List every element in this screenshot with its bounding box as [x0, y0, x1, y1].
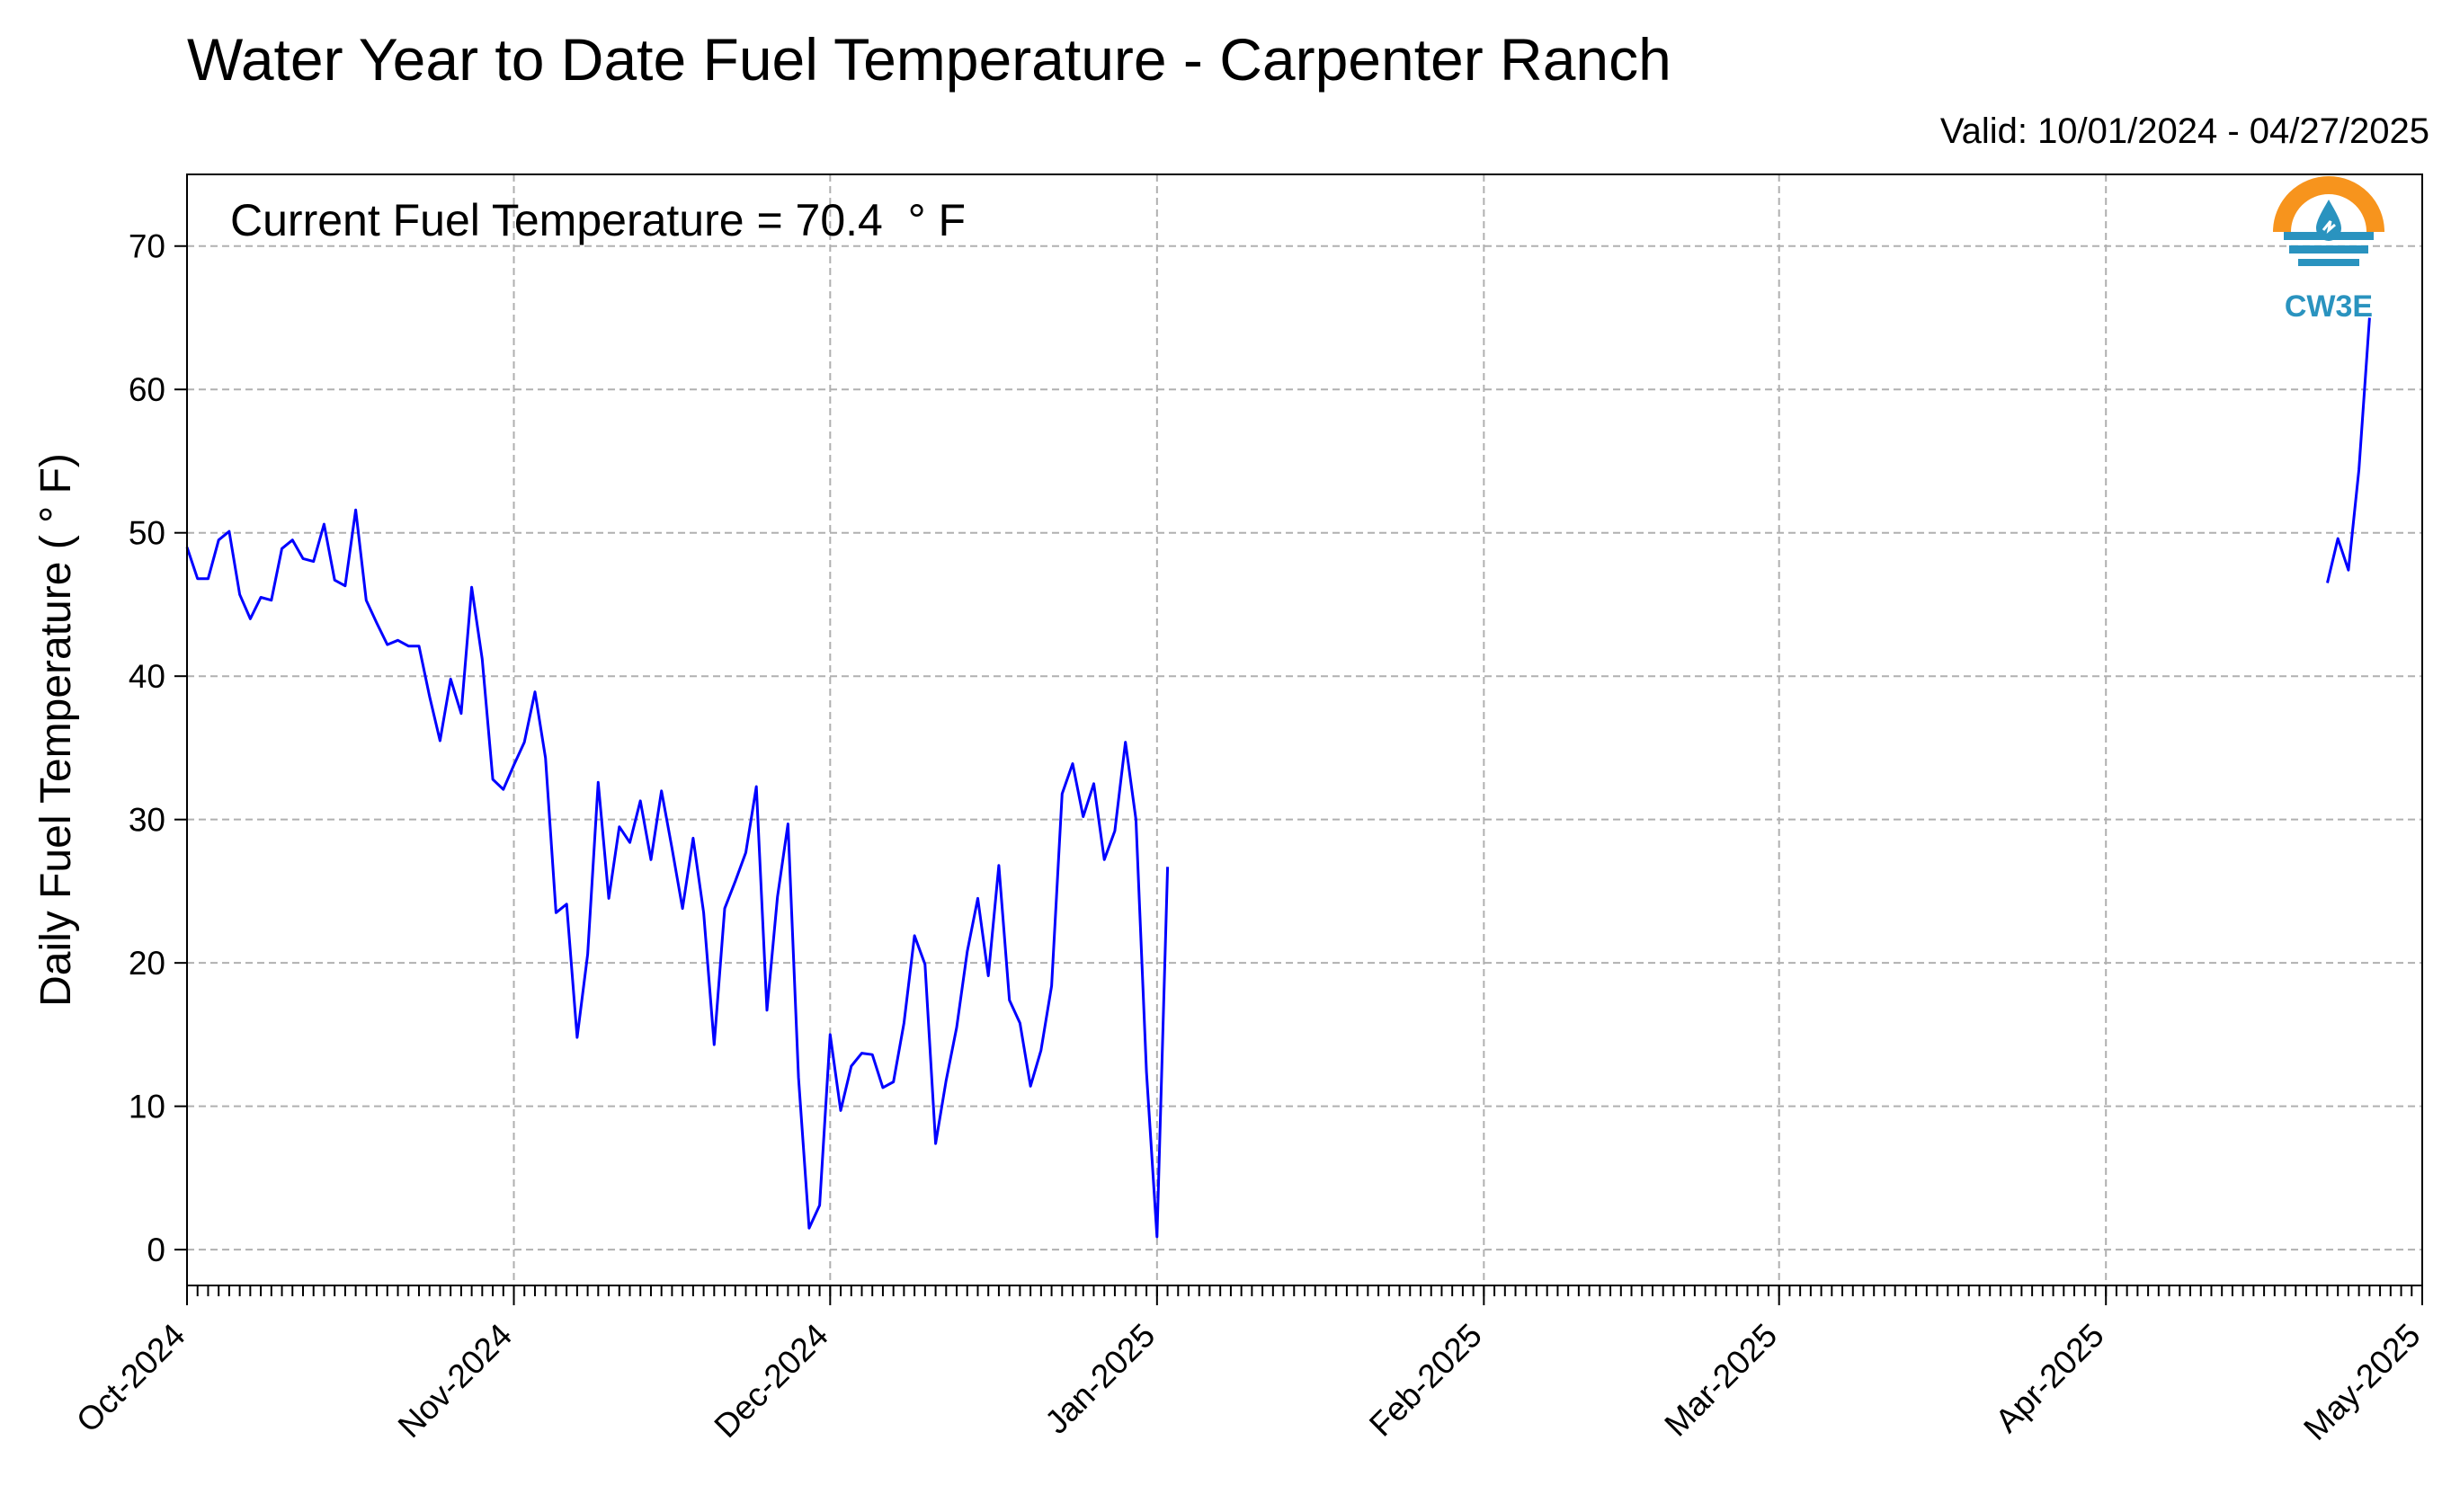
y-tick-label: 30 [129, 802, 165, 839]
y-tick-label: 60 [129, 371, 165, 408]
y-tick-label: 50 [129, 515, 165, 552]
cw3e-logo-icon [2273, 176, 2384, 266]
fuel-temperature-line [2326, 317, 2371, 583]
x-tick-label: Apr-2025 [1988, 1317, 2111, 1440]
x-tick-label: May-2025 [2296, 1317, 2427, 1447]
x-tick-label: Jan-2025 [1038, 1317, 1162, 1441]
current-temperature-annotation: Current Fuel Temperature = 70.4 ° F [230, 195, 966, 245]
x-tick-label: Oct-2024 [69, 1317, 192, 1440]
x-tick-label: Nov-2024 [391, 1317, 519, 1445]
x-tick-label: Dec-2024 [708, 1317, 835, 1445]
plot-frame [186, 173, 2423, 1286]
axes: 0 10 20 30 40 50 60 70 Oct-2024 Nov-2024 Dec-2024 J… [69, 228, 2428, 1447]
y-tick-label: 10 [129, 1089, 165, 1125]
fuel-temperature-line [185, 508, 1170, 1239]
chart-title: Water Year to Date Fuel Temperature - Ca… [187, 26, 1671, 93]
y-tick-label: 20 [129, 945, 165, 982]
y-tick-label: 0 [147, 1232, 165, 1268]
y-axis-title: Daily Fuel Temperature ( ° F) [32, 453, 80, 1007]
grid-lines [186, 174, 2423, 1285]
data-series [185, 317, 2371, 1239]
x-tick-label: Feb-2025 [1362, 1317, 1489, 1444]
y-tick-label: 40 [129, 658, 165, 695]
x-tick-label: Mar-2025 [1657, 1317, 1784, 1444]
chart-valid-range: Valid: 10/01/2024 - 04/27/2025 [1939, 111, 2429, 151]
cw3e-logo: CW3E [2273, 176, 2384, 324]
y-tick-label: 70 [129, 228, 165, 265]
cw3e-logo-text: CW3E [2285, 289, 2373, 324]
